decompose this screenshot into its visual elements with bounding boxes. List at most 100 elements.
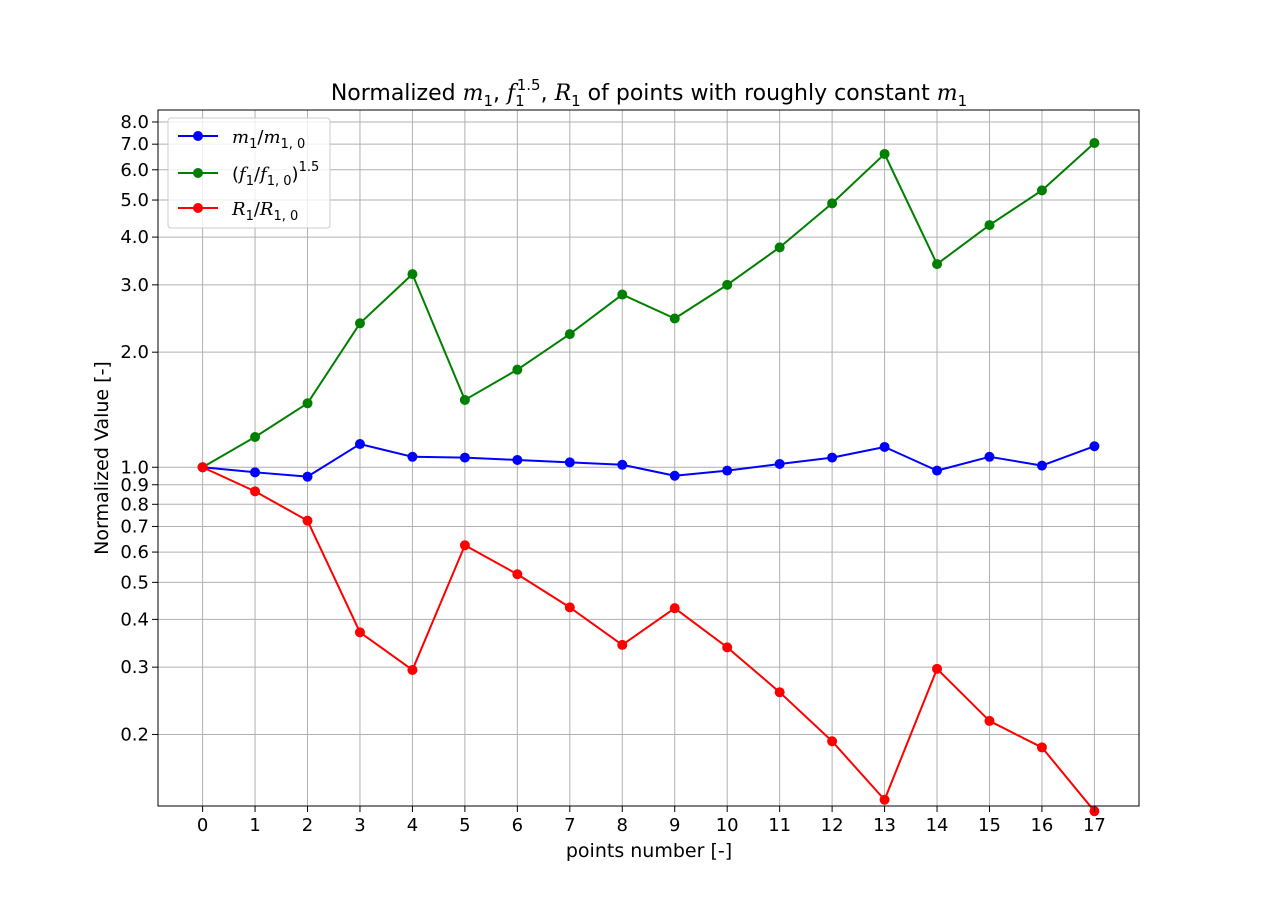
data-point-m1	[617, 459, 628, 470]
data-point-f1	[774, 242, 785, 253]
data-point-f1	[564, 329, 575, 340]
y-tick-label: 0.2	[120, 724, 149, 745]
chart-title: Normalized m1, f11.5, R1 of points with …	[331, 76, 967, 110]
legend-marker-f1	[193, 168, 203, 178]
data-point-r1	[302, 515, 313, 526]
data-point-r1	[617, 639, 628, 650]
y-tick-label: 8.0	[120, 112, 149, 133]
data-point-f1	[617, 289, 628, 300]
data-point-f1	[407, 269, 418, 280]
y-tick-label: 0.9	[120, 475, 149, 496]
data-point-f1	[512, 364, 523, 375]
legend-marker-m1	[193, 131, 203, 141]
x-tick-label: 16	[1030, 815, 1053, 836]
series-line-m1	[202, 443, 1095, 478]
x-tick-label: 8	[617, 815, 628, 836]
data-point-r1	[407, 664, 418, 675]
y-tick-label: 0.4	[120, 609, 149, 630]
legend-marker-r1	[193, 203, 203, 213]
x-tick-label: 7	[564, 815, 575, 836]
data-point-f1	[722, 279, 733, 290]
data-point-f1	[354, 318, 365, 329]
x-tick-label: 0	[197, 815, 208, 836]
legend-label-r1: R1/R1, 0	[231, 199, 298, 224]
x-tick-label: 2	[302, 815, 313, 836]
x-axis-label: points number [-]	[566, 840, 732, 862]
data-point-f1	[984, 220, 995, 231]
data-point-r1	[512, 569, 523, 580]
series-line-r1	[202, 466, 1096, 812]
data-point-r1	[564, 602, 575, 613]
data-point-m1	[250, 467, 261, 478]
data-point-f1	[250, 431, 261, 442]
data-point-m1	[407, 451, 418, 462]
data-point-m1	[354, 439, 365, 450]
legend: m1/m1, 0 (f1/f1, 0)1.5 R1/R1, 0	[167, 117, 331, 229]
data-point-f1	[827, 198, 838, 209]
plot-frame	[157, 109, 1140, 807]
plot-series	[197, 137, 1100, 817]
x-tick-label: 6	[512, 815, 523, 836]
y-axis: 0.2 0.3 0.4 0.5 0.6 0.70.80.91.0 2.0 3.0 4.0 5.0 6…	[120, 112, 158, 745]
data-point-f1	[459, 394, 470, 405]
x-tick-label: 12	[821, 815, 844, 836]
data-point-r1	[459, 540, 470, 551]
y-tick-label: 1.0	[120, 457, 149, 478]
data-point-r1	[354, 627, 365, 638]
y-tick-label: 4.0	[120, 227, 149, 248]
legend-label-f1: (f1/f1, 0)1.5	[232, 160, 319, 189]
x-tick-label: 15	[978, 815, 1001, 836]
data-point-r1	[722, 642, 733, 653]
legend-entry-f1: (f1/f1, 0)1.5	[178, 160, 319, 189]
data-point-f1	[302, 398, 313, 409]
legend-entry-m1: m1/m1, 0	[178, 127, 305, 152]
data-point-m1	[827, 452, 838, 463]
y-tick-label: 2.0	[120, 342, 149, 363]
x-tick-label: 9	[669, 815, 680, 836]
x-tick-label: 17	[1083, 815, 1106, 836]
y-tick-label: 0.8	[120, 494, 149, 515]
data-point-r1	[984, 715, 995, 726]
x-tick-label: 4	[407, 815, 418, 836]
x-tick-label: 5	[459, 815, 470, 836]
data-point-r1	[197, 462, 208, 473]
y-tick-label: 5.0	[120, 190, 149, 211]
data-point-m1	[564, 457, 575, 468]
series-line-f1	[202, 142, 1096, 469]
data-point-f1	[879, 148, 890, 159]
y-tick-label: 7.0	[120, 134, 149, 155]
data-point-r1	[669, 603, 680, 614]
y-tick-label: 0.6	[120, 542, 149, 563]
y-tick-label: 0.7	[120, 516, 149, 537]
data-point-r1	[879, 794, 890, 805]
data-point-m1	[1089, 441, 1100, 452]
legend-label-m1: m1/m1, 0	[232, 127, 305, 152]
y-tick-label: 6.0	[120, 160, 149, 181]
x-axis: 0 1 2 3 4 5 6 7 8 9 10 11 12 13 14 15 16 17	[197, 806, 1106, 836]
data-point-f1	[1036, 185, 1047, 196]
y-tick-label: 3.0	[120, 275, 149, 296]
x-tick-label: 1	[249, 815, 260, 836]
data-point-f1	[1089, 137, 1100, 148]
data-point-m1	[932, 465, 943, 476]
data-point-r1	[1036, 742, 1047, 753]
data-point-m1	[984, 451, 995, 462]
y-axis-label: Normalized Value [-]	[91, 361, 113, 555]
data-point-m1	[459, 452, 470, 463]
x-tick-label: 13	[873, 815, 896, 836]
x-tick-label: 11	[768, 815, 791, 836]
x-tick-label: 14	[926, 815, 949, 836]
data-point-r1	[250, 486, 261, 497]
data-point-m1	[302, 471, 313, 482]
data-point-f1	[932, 259, 943, 270]
data-point-m1	[774, 458, 785, 469]
data-point-r1	[774, 687, 785, 698]
legend-entry-r1: R1/R1, 0	[178, 199, 298, 224]
x-tick-label: 10	[716, 815, 739, 836]
data-point-r1	[827, 736, 838, 747]
data-point-m1	[1036, 460, 1047, 471]
legend-box	[167, 117, 331, 229]
data-point-r1	[932, 663, 943, 674]
y-tick-label: 0.3	[120, 657, 149, 678]
